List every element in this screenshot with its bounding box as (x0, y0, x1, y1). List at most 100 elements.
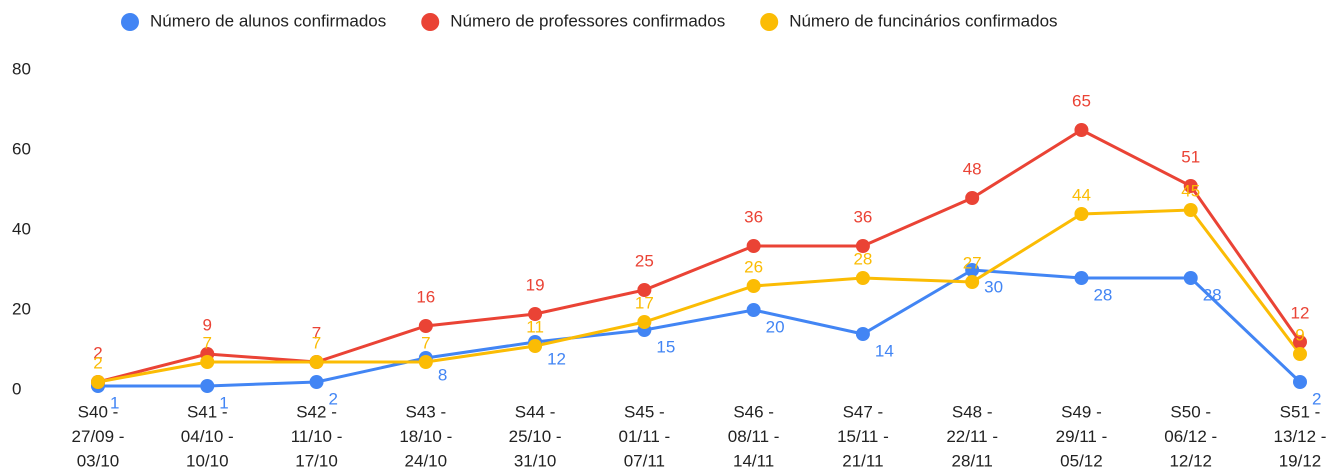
x-tick-label: 14/11 (733, 451, 774, 470)
data-label: 28 (1093, 285, 1112, 304)
data-label: 48 (963, 159, 982, 178)
data-point (1293, 347, 1307, 361)
x-tick-label: 08/11 - (728, 427, 780, 446)
x-tick-label: 25/10 - (509, 427, 562, 446)
data-point (1074, 123, 1089, 137)
x-tick-label: 01/11 - (619, 427, 671, 446)
data-point (418, 355, 433, 369)
data-label: 16 (416, 287, 435, 306)
data-point (746, 239, 761, 253)
data-label: 51 (1181, 147, 1200, 166)
data-point (418, 319, 433, 333)
x-tick-label: 24/10 (405, 451, 448, 470)
x-tick-label: 12/12 (1169, 451, 1212, 470)
data-label: 25 (635, 251, 654, 270)
legend-label: Número de funcinários confirmados (789, 11, 1057, 30)
x-tick-label: S46 - (733, 402, 774, 421)
data-label: 19 (526, 275, 545, 294)
x-tick-label: 04/10 - (181, 427, 234, 446)
data-point (1074, 271, 1089, 285)
data-label: 11 (526, 317, 544, 336)
x-tick-label: 07/11 (624, 451, 665, 470)
data-label: 9 (203, 315, 212, 334)
data-label: 12 (1291, 303, 1310, 322)
data-label: 7 (312, 333, 321, 352)
x-tick-label: 27/09 - (72, 427, 125, 446)
legend-marker (760, 13, 779, 31)
x-tick-label: 29/11 - (1056, 427, 1108, 446)
x-tick-label: 06/12 - (1164, 427, 1217, 446)
y-tick-label: 0 (12, 379, 21, 398)
data-point (1183, 179, 1198, 193)
data-label: 15 (656, 337, 675, 356)
x-tick-label: S48 - (952, 402, 993, 421)
legend-marker (421, 13, 440, 31)
series-line (97, 208, 1302, 384)
data-label: 17 (635, 293, 654, 312)
data-label: 28 (1203, 285, 1222, 304)
x-tick-label: S41 - (187, 402, 228, 421)
data-point (309, 375, 324, 389)
data-point (528, 307, 543, 321)
data-point (200, 379, 215, 393)
x-tick-label: 03/10 (77, 451, 120, 470)
data-point (1074, 207, 1089, 221)
x-tick-label: 17/10 (295, 451, 338, 470)
data-point (637, 315, 652, 329)
data-point (1293, 375, 1307, 389)
data-label: 1 (110, 393, 119, 412)
data-label: 8 (438, 365, 447, 384)
x-tick-label: 13/12 - (1274, 427, 1327, 446)
data-point (965, 275, 980, 289)
data-point (91, 375, 105, 389)
legend-marker (121, 13, 139, 31)
x-tick-label: S42 - (296, 402, 337, 421)
data-point (746, 303, 761, 317)
data-label: 20 (766, 317, 785, 336)
y-tick-label: 60 (12, 139, 31, 158)
y-tick-label: 20 (12, 299, 31, 318)
x-tick-label: S44 - (515, 402, 556, 421)
x-tick-label: 28/11 (952, 451, 993, 470)
data-label: 7 (312, 323, 321, 342)
data-point (855, 271, 870, 285)
data-label: 2 (93, 353, 102, 372)
x-tick-label: S45 - (624, 402, 665, 421)
data-point (1293, 335, 1307, 349)
data-label: 27 (963, 253, 982, 272)
data-label: 7 (203, 333, 212, 352)
data-label: 12 (547, 349, 566, 368)
data-label: 45 (1181, 181, 1200, 200)
y-tick-label: 80 (12, 59, 31, 78)
data-label: 44 (1072, 185, 1091, 204)
data-point (637, 283, 652, 297)
data-label: 30 (984, 277, 1003, 296)
x-tick-label: 22/11 - (946, 427, 998, 446)
x-tick-label: 05/12 (1060, 451, 1103, 470)
data-label: 7 (421, 333, 430, 352)
data-label: 28 (853, 249, 872, 268)
data-point (746, 279, 761, 293)
data-label: 36 (744, 207, 763, 226)
data-point (200, 355, 215, 369)
data-point (965, 263, 980, 277)
legend-label: Número de professores confirmados (450, 11, 725, 30)
series-line (98, 268, 1302, 388)
data-point (965, 191, 980, 205)
data-point (528, 339, 543, 353)
data-point (309, 355, 324, 369)
data-point (1183, 271, 1198, 285)
x-tick-label: 31/10 (514, 451, 557, 470)
x-tick-label: 10/10 (186, 451, 229, 470)
x-tick-label: S51 - (1280, 402, 1321, 421)
data-point (855, 239, 870, 253)
x-tick-label: 15/11 - (837, 427, 889, 446)
series-line (97, 128, 1302, 384)
x-tick-label: S47 - (843, 402, 884, 421)
x-tick-label: S49 - (1061, 402, 1102, 421)
data-label: 36 (853, 207, 872, 226)
data-point (1183, 203, 1198, 217)
x-tick-label: 19/12 (1279, 451, 1322, 470)
data-label: 65 (1072, 91, 1091, 110)
